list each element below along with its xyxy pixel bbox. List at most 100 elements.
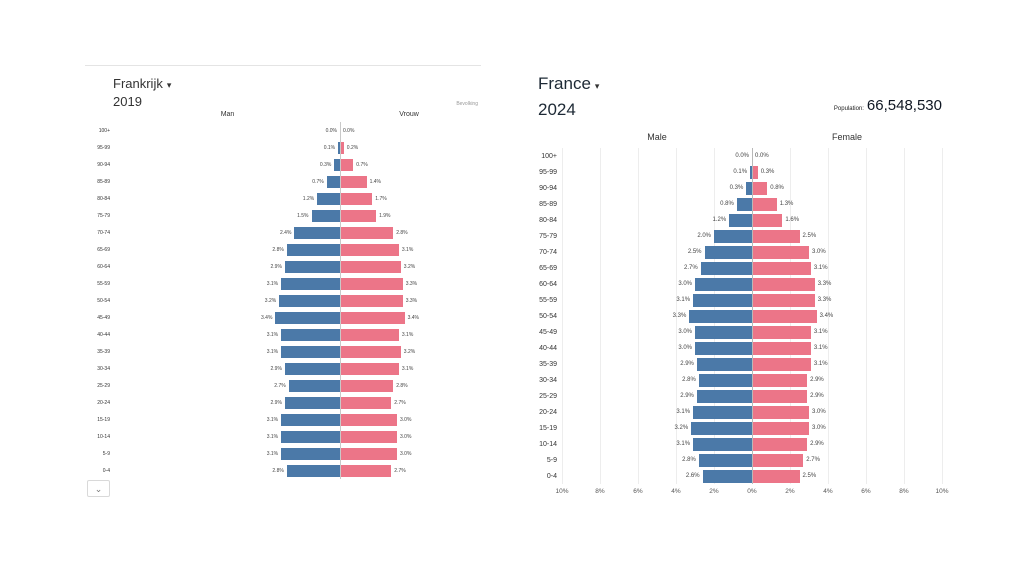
left-panel-header: Frankrijk ▾ 2019 bbox=[85, 66, 481, 109]
pyramid-row: 35-39 3.1% 3.2% bbox=[85, 343, 478, 360]
female-value-label: 0.0% bbox=[343, 127, 355, 134]
male-bar bbox=[317, 192, 340, 205]
x-axis: 10% 8% 6% 4% 2% 0% 2% 4% 6% 8% 10% bbox=[532, 484, 948, 498]
male-bar bbox=[279, 294, 340, 307]
age-group-label: 30-34 bbox=[539, 376, 557, 384]
female-value-label: 2.9% bbox=[810, 393, 824, 399]
female-bar bbox=[340, 430, 397, 443]
age-group-label: 50-54 bbox=[539, 312, 557, 320]
female-bar bbox=[752, 229, 800, 243]
male-value-label: 0.7% bbox=[312, 178, 324, 185]
pyramid-row: 40-44 3.0% 3.1% bbox=[532, 340, 942, 356]
age-group-label: 40-44 bbox=[539, 344, 557, 352]
age-group-label: 10-14 bbox=[97, 433, 110, 440]
female-bar bbox=[340, 209, 377, 222]
scroll-down-button[interactable]: ⌄ bbox=[87, 480, 110, 497]
age-group-label: 45-49 bbox=[97, 314, 110, 321]
male-column-header: Man bbox=[220, 111, 235, 118]
pyramid-row: 55-59 3.1% 3.3% bbox=[85, 275, 478, 292]
age-group-label: 5-9 bbox=[102, 450, 110, 457]
female-value-label: 2.7% bbox=[394, 467, 406, 474]
pyramid-row: 50-54 3.3% 3.4% bbox=[532, 308, 942, 324]
pyramid-row: 95-99 0.1% 0.3% bbox=[532, 164, 942, 180]
x-axis-tick-label: 4% bbox=[671, 488, 681, 495]
female-bar bbox=[752, 341, 811, 355]
female-bar bbox=[752, 277, 815, 291]
male-value-label: 2.8% bbox=[272, 467, 284, 474]
pyramid-panel-frankrijk: Frankrijk ▾ 2019 Bevolking Man Vrouw 100+ 0.… bbox=[85, 65, 481, 498]
male-value-label: 3.1% bbox=[266, 348, 279, 355]
female-bar bbox=[752, 181, 768, 195]
x-axis-tick-label: 10% bbox=[555, 488, 569, 495]
female-bar bbox=[752, 405, 809, 419]
male-value-label: 0.1% bbox=[323, 144, 336, 151]
female-bar bbox=[340, 243, 399, 256]
male-value-label: 0.3% bbox=[319, 161, 332, 168]
age-group-label: 70-74 bbox=[539, 248, 557, 256]
chevron-down-icon: ▾ bbox=[594, 81, 600, 91]
x-axis-tick-label: 2% bbox=[785, 488, 795, 495]
male-value-label: 2.9% bbox=[680, 393, 694, 399]
female-bar bbox=[340, 464, 392, 477]
female-value-label: 2.5% bbox=[802, 473, 817, 479]
female-value-label: 3.2% bbox=[403, 348, 416, 355]
male-value-label: 3.0% bbox=[678, 345, 692, 351]
male-value-label: 3.1% bbox=[676, 409, 691, 415]
female-bar bbox=[752, 261, 811, 275]
female-bar bbox=[752, 437, 808, 451]
pyramid-row: 90-94 0.3% 0.7% bbox=[85, 156, 478, 173]
pyramid-row: 75-79 1.5% 1.9% bbox=[85, 207, 478, 224]
male-bar bbox=[700, 261, 752, 275]
male-value-label: 3.1% bbox=[266, 450, 279, 457]
male-value-label: 0.3% bbox=[729, 185, 744, 191]
female-value-label: 0.2% bbox=[346, 144, 359, 151]
female-value-label: 0.8% bbox=[770, 185, 784, 191]
male-bar bbox=[750, 165, 752, 179]
female-value-label: 3.4% bbox=[407, 314, 419, 321]
age-group-label: 45-49 bbox=[539, 328, 557, 336]
grid-line bbox=[638, 148, 639, 484]
female-bar bbox=[340, 345, 401, 358]
female-value-label: 1.7% bbox=[375, 195, 387, 202]
male-bar bbox=[281, 328, 340, 341]
male-bar bbox=[702, 469, 752, 483]
population-pyramid-frankrijk-2019: Man Vrouw 100+ 0.0% 0.0% 95-99 0.1% 0.2% 90-94 0.… bbox=[85, 111, 481, 479]
age-group-label: 0-4 bbox=[102, 467, 110, 474]
male-value-label: 2.8% bbox=[272, 246, 284, 253]
female-value-label: 0.7% bbox=[356, 161, 368, 168]
male-value-label: 2.9% bbox=[680, 361, 694, 367]
x-axis-tick-label: 10% bbox=[935, 488, 949, 495]
country-selector-france[interactable]: France ▾ bbox=[538, 74, 964, 94]
female-bar bbox=[340, 362, 399, 375]
female-value-label: 3.1% bbox=[401, 331, 414, 338]
pyramid-row: 95-99 0.1% 0.2% bbox=[85, 139, 478, 156]
male-bar bbox=[714, 229, 752, 243]
age-group-label: 40-44 bbox=[97, 331, 110, 338]
male-bar bbox=[691, 421, 752, 435]
male-bar bbox=[698, 373, 752, 387]
age-group-label: 15-19 bbox=[97, 416, 110, 423]
age-group-label: 85-89 bbox=[97, 178, 110, 185]
male-value-label: 2.9% bbox=[270, 399, 282, 406]
age-group-label: 90-94 bbox=[539, 184, 557, 192]
male-value-label: 0.0% bbox=[325, 127, 337, 134]
pyramid-row: 60-64 3.0% 3.3% bbox=[532, 276, 942, 292]
center-axis-line bbox=[752, 148, 753, 484]
male-value-label: 0.1% bbox=[733, 169, 748, 175]
age-group-label: 90-94 bbox=[97, 161, 110, 168]
male-bar bbox=[281, 430, 340, 443]
female-bar bbox=[340, 192, 373, 205]
center-axis-line bbox=[340, 122, 341, 479]
pyramid-row: 20-24 2.9% 2.7% bbox=[85, 394, 478, 411]
female-bar bbox=[752, 213, 783, 227]
country-selector-frankrijk[interactable]: Frankrijk ▾ bbox=[113, 76, 481, 91]
male-value-label: 2.7% bbox=[274, 382, 286, 389]
male-value-label: 2.6% bbox=[685, 473, 700, 479]
grid-line bbox=[866, 148, 867, 484]
population-value: 66,548,530 bbox=[866, 97, 942, 114]
male-value-label: 2.9% bbox=[270, 365, 282, 372]
year-label: 2024 bbox=[538, 100, 576, 119]
pyramid-row: 60-64 2.9% 3.2% bbox=[85, 258, 478, 275]
age-group-label: 10-14 bbox=[539, 440, 557, 448]
pyramid-row: 65-69 2.8% 3.1% bbox=[85, 241, 478, 258]
